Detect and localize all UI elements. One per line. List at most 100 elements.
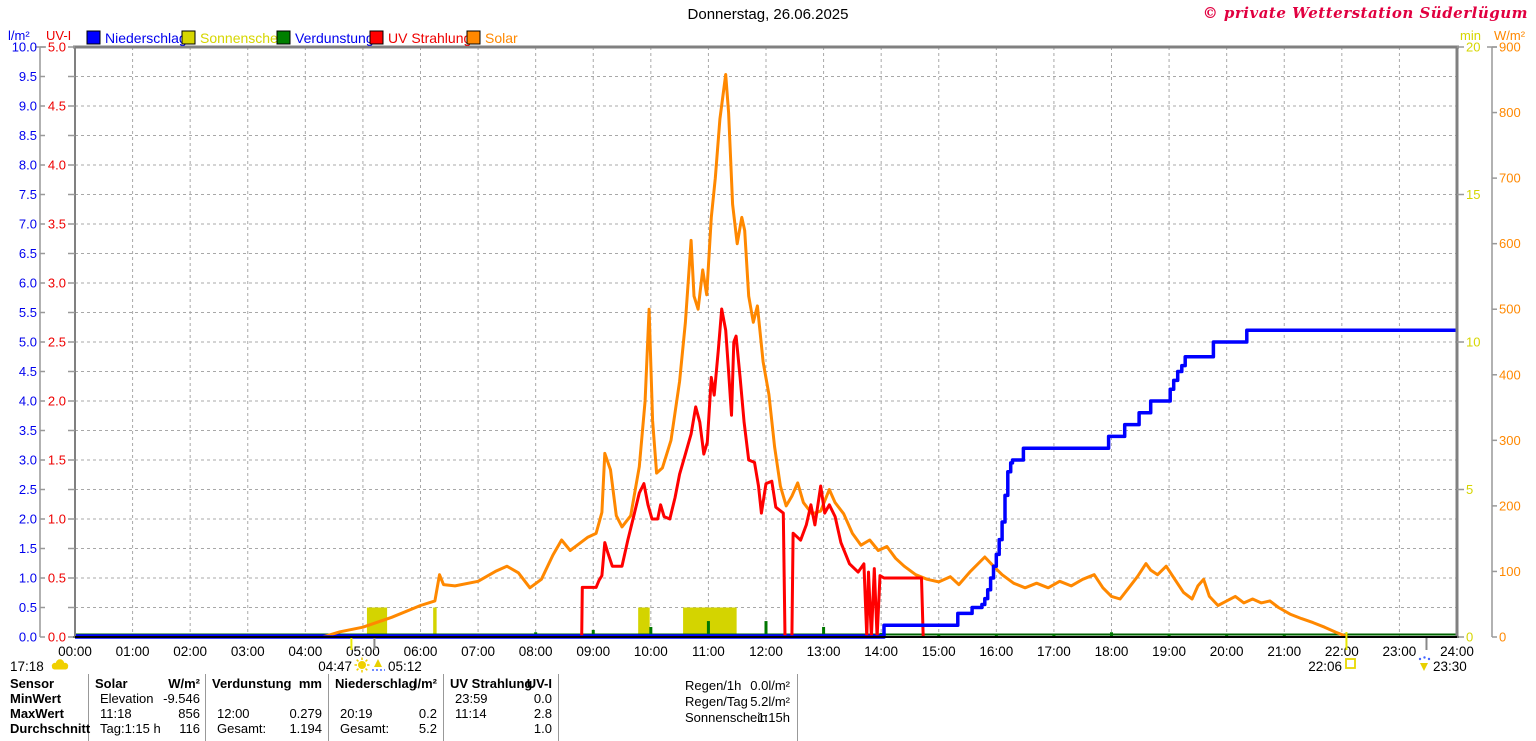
stats-value-label: Tag:1:15 h [100, 721, 161, 736]
legend-swatch-sonnenschein [181, 30, 196, 45]
copyright-notice: © private Wetterstation Süderlügum [1202, 4, 1528, 22]
stats-value-label: Gesamt: [217, 721, 267, 736]
evaporation-spike [1110, 632, 1113, 637]
right-min-label: 0 [1466, 630, 1473, 645]
x-axis-hour-label: 05:00 [346, 644, 380, 659]
legend-label: Sonnenschein [200, 30, 289, 46]
left-uvi-label: 0.5 [48, 571, 66, 586]
stats-value: -9.546 [163, 691, 200, 706]
dusk-icon-dot [1423, 656, 1426, 659]
left-uvi-label: 5.0 [48, 40, 66, 55]
right-wm2-label: 100 [1499, 564, 1521, 579]
legend-swatch-verdunstung [276, 30, 291, 45]
stats-row-header: Sensor [10, 676, 55, 691]
page-title: Donnerstag, 26.06.2025 [687, 6, 849, 23]
left-uvi-unit: UV-I [46, 28, 71, 43]
left-uvi-label: 1.5 [48, 453, 66, 468]
stats-col-unit: mm [298, 676, 322, 691]
x-axis-hour-label: 02:00 [173, 644, 207, 659]
evaporation-spike [1225, 634, 1229, 637]
left-uvi-label: 3.5 [48, 217, 66, 232]
left-lm2-label: 8.5 [19, 128, 37, 143]
left-lm2-label: 2.0 [19, 512, 37, 527]
stats-value: 1.0 [533, 721, 552, 736]
evaporation-spike [994, 634, 998, 637]
dusk-icon-dot [1418, 657, 1422, 661]
stats-value: 1.194 [289, 721, 322, 736]
x-axis-hour-label: 20:00 [1210, 644, 1244, 659]
left-lm2-label: 6.0 [19, 276, 37, 291]
x-axis-hour-label: 09:00 [576, 644, 610, 659]
left-lm2-label: 3.0 [19, 453, 37, 468]
x-axis-hour-label: 15:00 [922, 644, 956, 659]
legend-swatch-solar [466, 30, 481, 45]
sunrise-time-label: 05:12 [388, 659, 422, 674]
right-wm2-label: 900 [1499, 40, 1521, 55]
x-axis-hour-label: 08:00 [519, 644, 553, 659]
left-lm2-label: 0.5 [19, 600, 37, 615]
stats-table: Sensor MinWert MaxWert Durchschnitt Solar W/m… [0, 674, 1536, 741]
sunshine-bar [638, 607, 650, 637]
left-lm2-label: 9.0 [19, 99, 37, 114]
left-uvi-label: 0.0 [48, 630, 66, 645]
stats-value-label: 12:00 [217, 706, 250, 721]
stats-divider [797, 674, 798, 741]
left-lm2-label: 2.5 [19, 482, 37, 497]
right-wm2-unit: W/m² [1494, 28, 1526, 43]
right-wm2-label: 400 [1499, 367, 1521, 382]
stats-divider [88, 674, 89, 741]
right-wm2-label: 700 [1499, 171, 1521, 186]
x-axis-hour-label: 12:00 [749, 644, 783, 659]
right-min-label: 10 [1466, 335, 1480, 350]
left-lm2-label: 4.5 [19, 364, 37, 379]
stats-row-header: Durchschnitt [10, 721, 91, 736]
right-wm2-label: 500 [1499, 302, 1521, 317]
uv-line [580, 307, 925, 639]
stats-divider [558, 674, 559, 741]
x-axis-hour-label: 21:00 [1267, 644, 1301, 659]
stats-value: 5.2 [418, 721, 437, 736]
left-lm2-label: 10.0 [12, 40, 37, 55]
x-axis-hour-label: 24:00 [1440, 644, 1474, 659]
stats-divider [328, 674, 329, 741]
sunrise-icon [374, 659, 382, 667]
sunset-icon [1345, 658, 1356, 669]
left-lm2-label: 3.5 [19, 423, 37, 438]
evaporation-spike [591, 629, 595, 637]
legend-label: Niederschlag [105, 30, 187, 46]
stats-divider [205, 674, 206, 741]
stats-row-header: MinWert [10, 691, 62, 706]
dusk-icon-dot [1427, 657, 1431, 661]
left-lm2-label: 9.5 [19, 69, 37, 84]
left-lm2-label: 1.0 [19, 571, 37, 586]
left-lm2-label: 8.0 [19, 158, 37, 173]
x-axis-hour-label: 06:00 [404, 644, 438, 659]
x-axis-hour-label: 16:00 [979, 644, 1013, 659]
summary-label: Sonnenschein [685, 710, 768, 725]
right-wm2-label: 200 [1499, 498, 1521, 513]
stats-value: 856 [178, 706, 200, 721]
legend-swatch-niederschlag [86, 30, 101, 45]
x-axis-hour-label: 17:00 [1037, 644, 1071, 659]
right-wm2-label: 0 [1499, 630, 1506, 645]
stats-col-unit: UV-I [526, 676, 552, 691]
stats-row-header: MaxWert [10, 706, 64, 721]
x-axis-hour-label: 19:00 [1152, 644, 1186, 659]
left-uvi-label: 4.5 [48, 99, 66, 114]
left-lm2-label: 5.0 [19, 335, 37, 350]
x-axis-hour-label: 22:00 [1325, 644, 1359, 659]
right-min-label: 20 [1466, 40, 1480, 55]
evaporation-spike [822, 626, 826, 637]
x-axis-hour-label: 14:00 [864, 644, 898, 659]
weather-chart: 0.0 0.5 1.0 1.5 2.0 2.5 3.0 3.5 4.0 4.5 5.0 5.5 6.0 6… [8, 28, 1526, 674]
left-lm2-label: 4.0 [19, 394, 37, 409]
left-uvi-label: 3.0 [48, 276, 66, 291]
evaporation-spike [1167, 633, 1171, 637]
legend-label: Verdunstung [295, 30, 374, 46]
dawn-time-label: 04:47 [318, 659, 352, 674]
left-lm2-label: 7.5 [19, 187, 37, 202]
x-axis-hour-label: 00:00 [58, 644, 92, 659]
sun-icon-ray [365, 659, 368, 662]
x-axis-hour-label: 23:00 [1383, 644, 1417, 659]
stats-divider [443, 674, 444, 741]
